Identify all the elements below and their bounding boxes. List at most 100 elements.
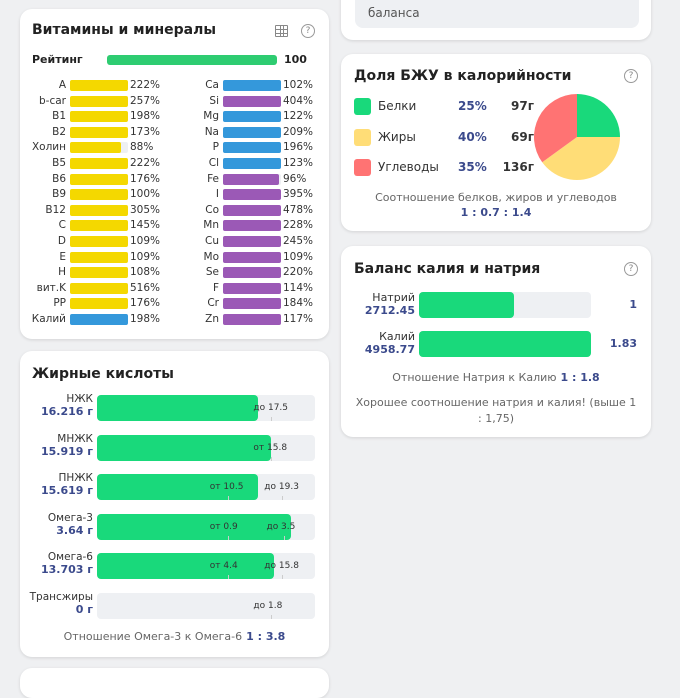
norm-marker-tick xyxy=(227,535,229,540)
kna-ratio: 1.83 xyxy=(609,337,637,350)
fatty-acid-bar: от 10.5 до 19.3 xyxy=(97,474,315,500)
bju-grams: 97г xyxy=(511,99,534,113)
norm-marker-tick xyxy=(271,417,273,421)
fatty-acid-row: ПНЖК 15.619 г от 10.5 до 19.3 xyxy=(20,471,329,501)
nutrient-row: B6 176% xyxy=(20,173,180,189)
nutrient-bar xyxy=(223,267,281,279)
nutrient-label: Fe xyxy=(207,172,219,185)
nutrient-bar-fill xyxy=(70,157,128,169)
nutrient-label: Калий xyxy=(31,312,66,325)
norm-marker-tick xyxy=(227,575,229,579)
bju-legend-row: Углеводы 35% 136г xyxy=(354,157,534,177)
table-icon[interactable] xyxy=(275,25,288,37)
bju-card: Доля БЖУ в калорийности ? Белки 25% 97г Жир… xyxy=(341,54,651,231)
nutrient-label: Cu xyxy=(205,234,219,247)
nutrient-row: Mo 109% xyxy=(170,251,330,267)
nutrient-value: 198% xyxy=(130,312,161,325)
nutrient-bar-fill xyxy=(70,80,128,91)
nutrient-label: Ca xyxy=(205,79,219,91)
nutrient-value: 176% xyxy=(130,172,161,185)
vitamins-title: Витамины и минералы xyxy=(32,22,216,38)
nutrient-value: 173% xyxy=(130,125,161,138)
nutrient-bar xyxy=(223,251,281,263)
nutrient-label: Cl xyxy=(208,156,219,169)
nutrient-label: B9 xyxy=(52,188,66,201)
nutrient-bar-fill xyxy=(223,220,281,232)
bju-ratio-label: Соотношение белков, жиров и углеводов xyxy=(375,191,617,204)
nutrient-row: P 196% xyxy=(170,141,330,157)
omega-ratio-label: Отношение Омега-3 к Омега-6 xyxy=(63,630,243,643)
nutrient-label: B6 xyxy=(52,172,66,185)
norm-marker-tick xyxy=(271,456,273,461)
help-icon[interactable]: ? xyxy=(301,24,315,38)
kna-bar-fill xyxy=(419,292,514,318)
nutrient-label: Cr xyxy=(207,297,219,310)
nutrient-row: C 145% xyxy=(20,219,180,235)
nutrient-bar-fill xyxy=(223,126,281,138)
nutrient-value: 109% xyxy=(283,250,314,263)
norm-marker-label: до 19.3 xyxy=(264,482,299,492)
nutrient-value: 117% xyxy=(283,312,314,325)
nutrient-bar-fill xyxy=(223,80,281,91)
nutrient-bar-fill xyxy=(223,298,281,310)
fatty-acid-row: Трансжиры 0 г до 1.8 xyxy=(20,590,329,620)
norm-marker-tick xyxy=(282,575,284,579)
nutrient-label: I xyxy=(215,188,219,201)
fatty-acid-amount: 3.64 г xyxy=(56,523,93,537)
kna-bar xyxy=(419,292,591,318)
nutrient-row: Fe 96% xyxy=(170,173,330,189)
nutrient-row: вит.K 516% xyxy=(20,282,180,298)
fatty-acid-row: МНЖК 15.919 г от 15.8 xyxy=(20,432,329,462)
nutrient-row: Ca 102% xyxy=(170,79,330,95)
nutrient-bar xyxy=(223,235,281,247)
nutrient-bar-fill xyxy=(70,298,128,310)
nutrient-bar-fill xyxy=(70,111,128,123)
nutrient-value: 184% xyxy=(283,297,314,310)
kna-amount: 2712.45 xyxy=(364,304,415,317)
nutrient-value: 395% xyxy=(283,188,314,201)
nutrient-label: Zn xyxy=(205,312,219,325)
nutrient-label: b-car xyxy=(39,94,66,107)
nutrient-bar-fill xyxy=(70,189,128,201)
kna-note: Хорошее соотношение натрия и калия! (выш… xyxy=(355,396,637,425)
nutrient-value: 196% xyxy=(283,141,314,154)
nutrient-row: B2 173% xyxy=(20,126,180,142)
nutrient-bar xyxy=(223,142,281,154)
nutrient-bar-fill xyxy=(223,282,281,294)
norm-marker-label: до 3.5 xyxy=(266,521,296,532)
nutrient-value: 102% xyxy=(283,79,314,91)
nutrient-label: Se xyxy=(205,266,219,279)
nutrient-bar xyxy=(223,220,281,232)
nutrient-bar-fill xyxy=(223,204,281,216)
help-icon[interactable]: ? xyxy=(624,69,638,83)
nutrient-row: B1 198% xyxy=(20,110,180,126)
nutrient-bar-fill xyxy=(70,220,128,232)
kna-name: Калий xyxy=(379,330,415,343)
nutrient-label: P xyxy=(212,141,219,154)
bju-title: Доля БЖУ в калорийности xyxy=(354,68,572,84)
nutrient-row: B12 305% xyxy=(20,204,180,220)
balance-card: баланса xyxy=(341,0,651,40)
bju-name: Жиры xyxy=(378,129,416,144)
nutrient-row: B9 100% xyxy=(20,188,180,204)
nutrient-label: B12 xyxy=(45,203,66,216)
nutrient-row: Zn 117% xyxy=(170,313,330,329)
kna-ratio-label: Отношение Натрия к Калию xyxy=(392,371,557,384)
nutrient-value: 108% xyxy=(130,266,161,279)
nutrient-bar xyxy=(70,157,128,169)
nutrient-bar xyxy=(70,111,128,123)
bju-percent: 35% xyxy=(458,160,487,174)
rating-value: 100 xyxy=(284,53,307,66)
fatty-acid-row: Омега-3 3.64 г от 0.9 до 3.5 xyxy=(20,511,329,541)
nutrient-value: 145% xyxy=(130,219,161,232)
help-icon[interactable]: ? xyxy=(624,262,638,276)
nutrient-row: Si 404% xyxy=(170,95,330,111)
nutrient-label: Na xyxy=(204,125,219,138)
rating-bar xyxy=(107,55,277,65)
nutrient-bar xyxy=(223,204,281,216)
nutrient-value: 478% xyxy=(283,203,314,216)
norm-marker-tick xyxy=(271,614,273,619)
norm-marker-label: от 10.5 xyxy=(209,482,244,492)
nutrient-value: 176% xyxy=(130,297,161,310)
nutrient-value: 88% xyxy=(130,141,154,154)
